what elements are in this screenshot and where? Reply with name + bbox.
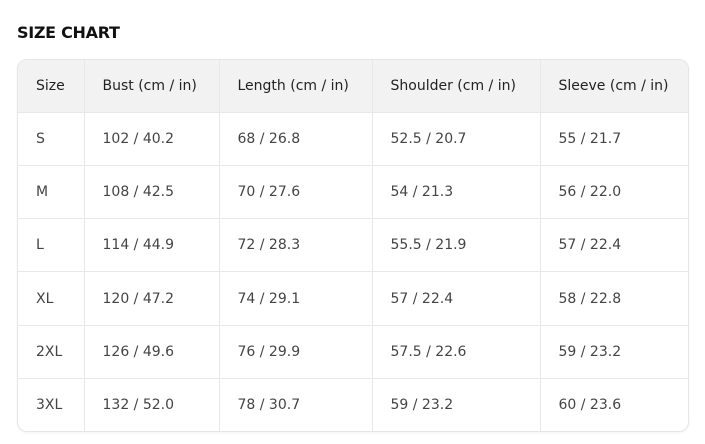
cell-bust: 120 / 47.2 [84, 271, 220, 326]
cell-length: 68 / 26.8 [219, 112, 373, 167]
cell-size: XL [18, 271, 85, 326]
cell-shoulder: 55.5 / 21.9 [372, 218, 541, 273]
cell-bust: 108 / 42.5 [84, 165, 220, 220]
cell-length: 78 / 30.7 [219, 378, 373, 431]
cell-size: S [18, 112, 85, 167]
column-header-sleeve: Sleeve (cm / in) [540, 60, 688, 113]
column-header-shoulder: Shoulder (cm / in) [372, 60, 541, 113]
table-header-row: Size Bust (cm / in) Length (cm / in) Should… [18, 60, 688, 113]
cell-shoulder: 57 / 22.4 [372, 271, 541, 326]
cell-size: M [18, 165, 85, 220]
page-title: SIZE CHART [17, 23, 120, 42]
cell-length: 70 / 27.6 [219, 165, 373, 220]
table-row: 2XL 126 / 49.6 76 / 29.9 57.5 / 22.6 59 / 23… [18, 325, 688, 379]
cell-length: 76 / 29.9 [219, 325, 373, 379]
table-row: XL 120 / 47.2 74 / 29.1 57 / 22.4 58 / 22.8 [18, 271, 688, 326]
cell-size: 3XL [18, 378, 85, 431]
column-header-length: Length (cm / in) [219, 60, 373, 113]
cell-sleeve: 59 / 23.2 [540, 325, 688, 379]
cell-size: 2XL [18, 325, 85, 379]
column-header-bust: Bust (cm / in) [84, 60, 220, 113]
cell-length: 72 / 28.3 [219, 218, 373, 273]
cell-bust: 126 / 49.6 [84, 325, 220, 379]
cell-bust: 102 / 40.2 [84, 112, 220, 167]
cell-sleeve: 58 / 22.8 [540, 271, 688, 326]
cell-shoulder: 52.5 / 20.7 [372, 112, 541, 167]
cell-shoulder: 59 / 23.2 [372, 378, 541, 431]
cell-size: L [18, 218, 85, 273]
cell-shoulder: 57.5 / 22.6 [372, 325, 541, 379]
column-header-size: Size [18, 60, 85, 113]
table-row: 3XL 132 / 52.0 78 / 30.7 59 / 23.2 60 / 23.6 [18, 378, 688, 431]
cell-shoulder: 54 / 21.3 [372, 165, 541, 220]
table-row: S 102 / 40.2 68 / 26.8 52.5 / 20.7 55 / 21.7 [18, 112, 688, 167]
size-chart-table: Size Bust (cm / in) Length (cm / in) Should… [18, 60, 688, 431]
table-row: L 114 / 44.9 72 / 28.3 55.5 / 21.9 57 / 22.4 [18, 218, 688, 273]
cell-sleeve: 57 / 22.4 [540, 218, 688, 273]
size-chart-table-container: Size Bust (cm / in) Length (cm / in) Should… [17, 59, 689, 432]
cell-bust: 132 / 52.0 [84, 378, 220, 431]
cell-sleeve: 56 / 22.0 [540, 165, 688, 220]
cell-length: 74 / 29.1 [219, 271, 373, 326]
cell-sleeve: 60 / 23.6 [558, 396, 622, 413]
table-row: M 108 / 42.5 70 / 27.6 54 / 21.3 56 / 22.0 [18, 165, 688, 220]
cell-sleeve: 55 / 21.7 [540, 112, 688, 167]
cell-bust: 114 / 44.9 [84, 218, 220, 273]
